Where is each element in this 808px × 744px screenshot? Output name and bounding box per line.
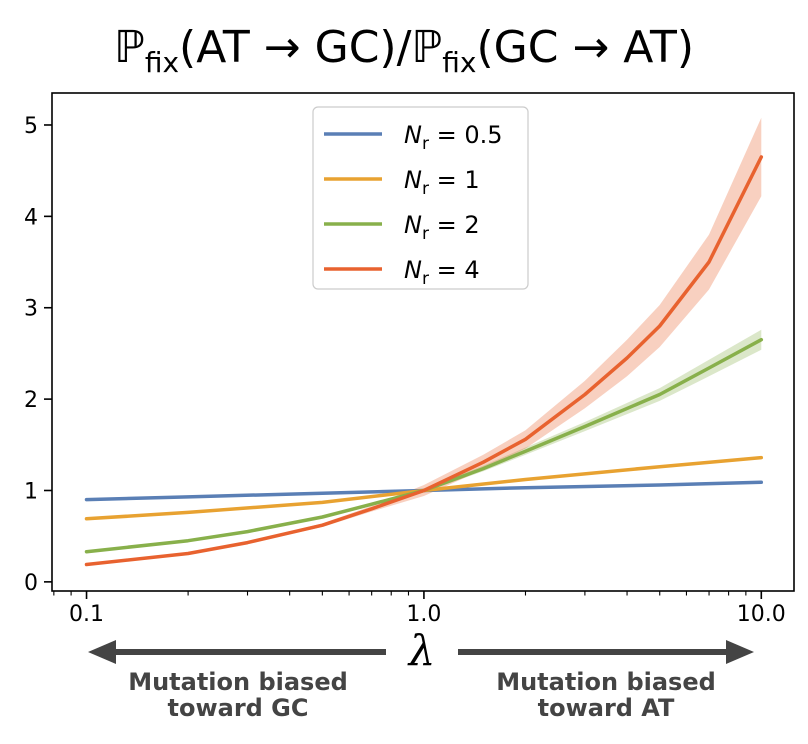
- series-band-2: [86, 329, 762, 553]
- left-annotation-line-2: toward GC: [167, 694, 308, 722]
- right-annotation-line-1: Mutation biased: [496, 668, 716, 696]
- plot-frame: [51, 92, 795, 592]
- y-tick-label: 5: [24, 114, 38, 139]
- legend-label-0: Nr = 0.5: [404, 121, 503, 154]
- confidence-bands: [86, 117, 762, 566]
- series-line-2: [84, 337, 764, 554]
- title-prefix: ℙ: [114, 22, 145, 73]
- x-tick-label: 1.0: [406, 602, 441, 627]
- y-tick-label: 4: [24, 205, 38, 230]
- legend-label-1: Nr = 1: [404, 166, 480, 199]
- legend-label-3: Nr = 4: [404, 256, 480, 289]
- chart-title: ℙfix(AT → GC)/ℙfix(GC → AT): [114, 22, 694, 79]
- x-tick-label: 10.0: [737, 602, 786, 627]
- series-lines: [84, 155, 764, 567]
- arrows: [88, 640, 754, 664]
- title-end: (GC → AT): [476, 22, 694, 73]
- right-annotation-line-2: toward AT: [538, 694, 675, 722]
- legend-box: [312, 106, 529, 290]
- title-mid: (AT → GC)/: [179, 22, 412, 73]
- series-line-3: [84, 155, 764, 567]
- right-arrow-head-icon: [726, 640, 754, 664]
- x-axis-label: λ: [407, 626, 436, 675]
- left-arrow-head-icon: [88, 640, 116, 664]
- left-annotation-line-1: Mutation biased: [128, 668, 348, 696]
- title-sub-1: fix: [145, 46, 179, 79]
- title-sub-2: fix: [442, 46, 476, 79]
- legend: Nr = 0.5 Nr = 1 Nr = 2 Nr = 4: [312, 106, 529, 290]
- y-tick-label: 3: [24, 297, 38, 322]
- y-tick-label: 0: [24, 571, 38, 596]
- y-tick-label: 2: [24, 388, 38, 413]
- x-tick-label: 0.1: [69, 602, 104, 627]
- title-prefix-2: ℙ: [411, 22, 442, 73]
- y-tick-label: 1: [24, 479, 38, 504]
- x-axis-ticks: 0.1 1.0 10.0: [53, 591, 786, 627]
- legend-label-2: Nr = 2: [404, 211, 480, 244]
- series-band-3: [86, 117, 762, 566]
- y-axis-ticks: 0 1 2 3 4 5: [24, 114, 52, 596]
